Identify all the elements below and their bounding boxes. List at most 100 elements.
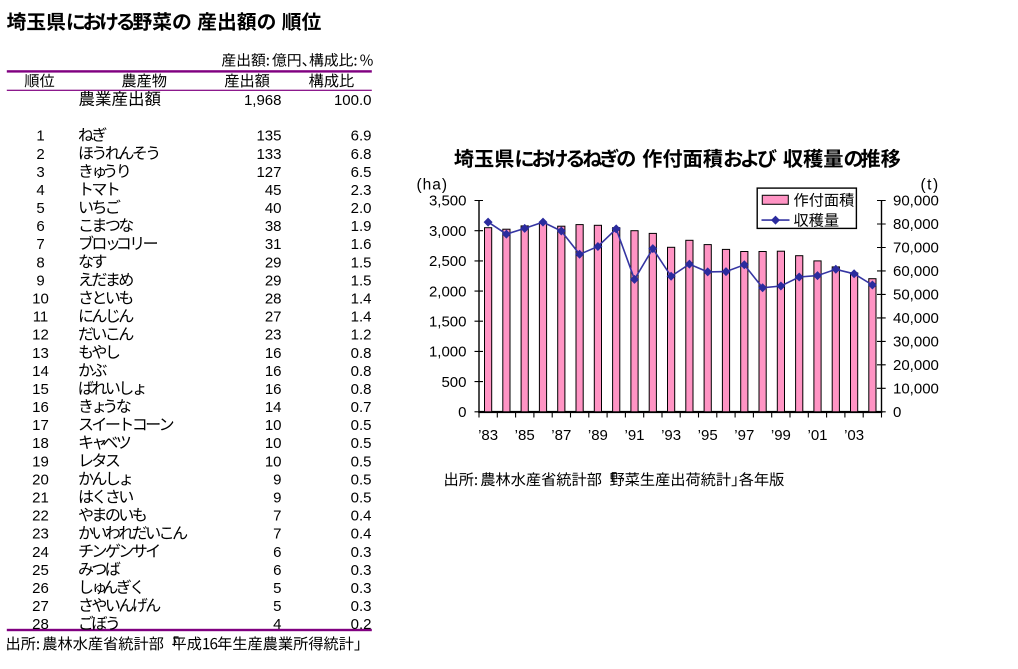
svg-text:11: 11	[33, 309, 49, 326]
svg-text:8: 8	[36, 254, 44, 271]
svg-text:500: 500	[441, 374, 466, 391]
svg-text:1.4: 1.4	[351, 309, 372, 326]
svg-text:25: 25	[32, 562, 49, 579]
svg-text:50,000: 50,000	[893, 287, 939, 304]
svg-text:0.3: 0.3	[351, 580, 372, 597]
svg-text:9: 9	[36, 272, 44, 289]
svg-text:2,500: 2,500	[429, 253, 467, 270]
svg-text:2.0: 2.0	[351, 200, 372, 217]
svg-text:’89: ’89	[588, 427, 608, 444]
svg-text:0.4: 0.4	[351, 508, 372, 525]
svg-text:0.5: 0.5	[351, 471, 372, 488]
svg-text:29: 29	[265, 272, 282, 289]
svg-text:6: 6	[36, 218, 44, 235]
svg-text:23: 23	[32, 526, 49, 543]
svg-text:3: 3	[36, 164, 44, 181]
svg-text:’91: ’91	[624, 427, 644, 444]
svg-text:0.3: 0.3	[351, 562, 372, 579]
svg-text:45: 45	[265, 182, 282, 199]
svg-text:6: 6	[273, 544, 281, 561]
svg-text:7: 7	[273, 508, 281, 525]
svg-text:0.8: 0.8	[351, 363, 372, 380]
svg-text:’83: ’83	[478, 427, 498, 444]
svg-text:40: 40	[265, 200, 282, 217]
svg-text:1.9: 1.9	[351, 218, 372, 235]
svg-text:0.8: 0.8	[351, 381, 372, 398]
svg-text:3,500: 3,500	[429, 193, 467, 210]
svg-text:28: 28	[32, 616, 49, 633]
svg-text:1,000: 1,000	[429, 344, 467, 361]
svg-text:1.6: 1.6	[351, 236, 372, 253]
svg-text:0.3: 0.3	[351, 598, 372, 615]
svg-text:2.3: 2.3	[351, 182, 372, 199]
svg-text:6: 6	[273, 562, 281, 579]
svg-text:20,000: 20,000	[893, 357, 939, 374]
svg-text:0.7: 0.7	[351, 399, 372, 416]
svg-text:40,000: 40,000	[893, 310, 939, 327]
svg-text:18: 18	[32, 435, 49, 452]
svg-text:0.8: 0.8	[351, 345, 372, 362]
svg-text:(t): (t)	[921, 177, 940, 194]
svg-text:1.5: 1.5	[351, 254, 372, 271]
svg-text:28: 28	[265, 291, 282, 308]
svg-text:135: 135	[256, 128, 281, 145]
svg-text:1.4: 1.4	[351, 291, 372, 308]
svg-text:16: 16	[265, 345, 282, 362]
svg-text:20: 20	[32, 471, 49, 488]
svg-text:90,000: 90,000	[893, 193, 939, 210]
svg-text:80,000: 80,000	[893, 216, 939, 233]
svg-text:60,000: 60,000	[893, 263, 939, 280]
svg-text:24: 24	[32, 544, 49, 561]
svg-text:1.2: 1.2	[351, 327, 372, 344]
svg-text:31: 31	[265, 236, 282, 253]
svg-text:5: 5	[36, 200, 44, 217]
svg-text:0: 0	[458, 404, 466, 421]
svg-text:’95: ’95	[698, 427, 718, 444]
svg-text:10: 10	[265, 453, 282, 470]
svg-text:14: 14	[32, 363, 49, 380]
svg-text:16: 16	[32, 399, 49, 416]
svg-text:16: 16	[265, 381, 282, 398]
svg-text:100.0: 100.0	[334, 92, 372, 109]
svg-text:’03: ’03	[844, 427, 864, 444]
svg-text:29: 29	[265, 254, 282, 271]
svg-text:19: 19	[32, 453, 49, 470]
svg-text:10: 10	[265, 417, 282, 434]
svg-text:17: 17	[32, 417, 49, 434]
svg-text:6.5: 6.5	[351, 164, 372, 181]
svg-text:’87: ’87	[551, 427, 571, 444]
svg-text:’01: ’01	[807, 427, 827, 444]
svg-text:’99: ’99	[771, 427, 791, 444]
svg-text:(ha): (ha)	[417, 177, 449, 194]
svg-text:4: 4	[273, 616, 281, 633]
svg-text:1,968: 1,968	[244, 92, 282, 109]
svg-text:10: 10	[265, 435, 282, 452]
svg-text:127: 127	[256, 164, 281, 181]
svg-text:0.5: 0.5	[351, 453, 372, 470]
svg-text:30,000: 30,000	[893, 334, 939, 351]
svg-text:6.9: 6.9	[351, 128, 372, 145]
svg-text:9: 9	[273, 471, 281, 488]
svg-text:1.5: 1.5	[351, 272, 372, 289]
svg-text:1: 1	[36, 128, 44, 145]
svg-text:2,000: 2,000	[429, 283, 467, 300]
svg-text:0: 0	[893, 404, 901, 421]
svg-text:9: 9	[273, 490, 281, 507]
svg-text:0.4: 0.4	[351, 526, 372, 543]
svg-text:27: 27	[265, 309, 282, 326]
svg-text:133: 133	[256, 146, 281, 163]
svg-text:14: 14	[265, 399, 282, 416]
svg-text:10: 10	[32, 291, 49, 308]
svg-text:16: 16	[265, 363, 282, 380]
svg-text:13: 13	[32, 345, 49, 362]
svg-text:23: 23	[265, 327, 282, 344]
svg-text:12: 12	[32, 327, 49, 344]
svg-text:0.2: 0.2	[351, 616, 372, 633]
svg-text:38: 38	[265, 218, 282, 235]
svg-text:22: 22	[32, 508, 49, 525]
svg-text:15: 15	[32, 381, 49, 398]
svg-text:0.3: 0.3	[351, 544, 372, 561]
svg-text:3,000: 3,000	[429, 223, 467, 240]
svg-text:’97: ’97	[734, 427, 754, 444]
svg-text:7: 7	[273, 526, 281, 543]
